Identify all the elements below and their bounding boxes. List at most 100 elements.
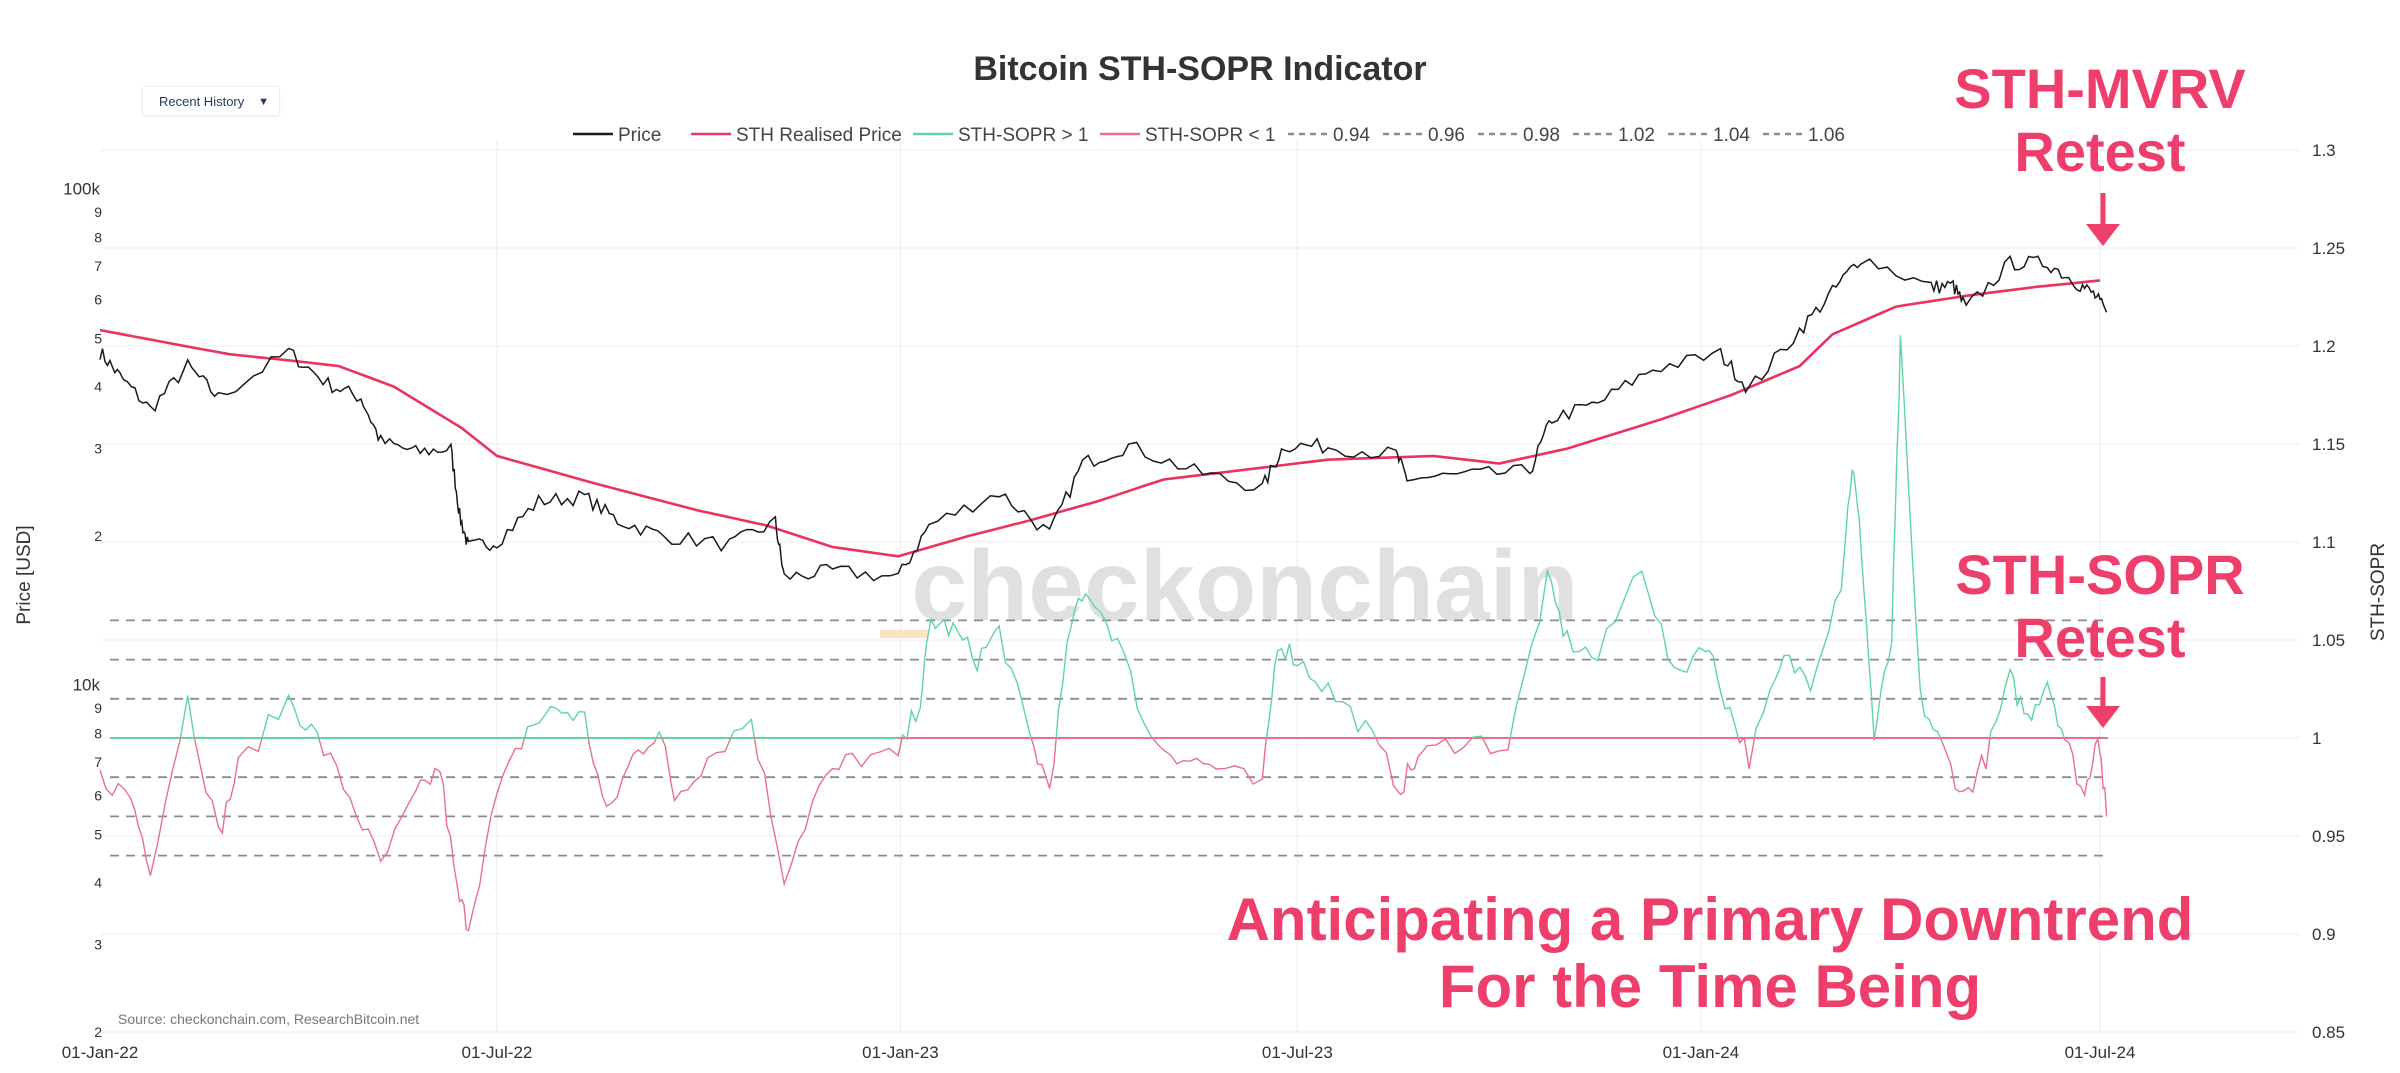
y-left-tick-label: 6 — [94, 787, 102, 803]
sth-sopr-below-1-line — [587, 737, 658, 808]
legend-label: 0.98 — [1523, 125, 1560, 146]
y-right-tick-label: 0.95 — [2312, 827, 2345, 846]
x-tick-label: 01-Jan-22 — [62, 1043, 139, 1062]
legend-label: STH-SOPR < 1 — [1145, 125, 1275, 146]
sth-sopr-below-1-line — [905, 737, 908, 741]
annotation-bottom-line1: Anticipating a Primary Downtrend — [1226, 886, 2194, 953]
sth-sopr-above-1-line — [261, 693, 320, 739]
history-select[interactable]: Recent History ▼ — [142, 86, 280, 116]
y-left-tick-label: 9 — [94, 700, 102, 716]
sth-sopr-below-1-line — [1939, 737, 1991, 794]
legend-label: 1.02 — [1618, 125, 1655, 146]
y-left-tick-label: 2 — [94, 1024, 102, 1040]
sth-sopr-below-1-line — [1873, 737, 1876, 741]
y-left-tick-label: 4 — [94, 379, 102, 395]
history-select-label: Recent History — [159, 94, 245, 109]
chart-title: Bitcoin STH-SOPR Indicator — [973, 50, 1426, 88]
source-text: Source: checkonchain.com, ResearchBitcoi… — [118, 1011, 419, 1027]
annotation-mvrv-line1: STH-MVRV — [1954, 57, 2246, 120]
sth-sopr-above-1-line — [730, 717, 756, 739]
sth-sopr-above-1-line — [1471, 735, 1484, 739]
annotation-mvrv-line2: Retest — [2014, 119, 2186, 183]
annotation-sopr-line2: Retest — [2014, 605, 2186, 669]
sth-sopr-above-1-line — [1055, 592, 1154, 739]
watermark: checkonchain — [912, 530, 1579, 642]
sth-sopr-below-1-line — [99, 737, 182, 876]
y-left-tick-label: 9 — [94, 204, 102, 220]
sopr-arrow — [2086, 677, 2120, 728]
annotation-sth-mvrv: STH-MVRV Retest — [1930, 57, 2270, 183]
sth-sopr-below-1-line — [1737, 736, 1756, 770]
sth-sopr-above-1-line — [523, 705, 590, 739]
legend: Price STH Realised Price STH-SOPR > 1 STH-S… — [573, 125, 1845, 146]
sth-sopr-below-1-line — [318, 737, 526, 932]
annotation-bottom-line2: For the Time Being — [1438, 953, 1982, 1021]
y-axis-left-label: Price [USD] — [14, 525, 35, 624]
legend-label: 0.96 — [1428, 125, 1465, 146]
sth-realised-price-line — [99, 279, 2101, 558]
y-right-tick-label: 1.3 — [2312, 141, 2336, 160]
sth-sopr-above-1-line — [179, 695, 196, 739]
y-right-tick-label: 0.9 — [2312, 925, 2336, 944]
sth-sopr-below-1-line — [1375, 737, 1473, 796]
price-line — [99, 254, 2108, 582]
y-right-tick-label: 1.25 — [2312, 239, 2345, 258]
x-tick-label: 01-Jul-22 — [461, 1043, 532, 1062]
series-layer — [99, 254, 2108, 932]
y-left-tick-label: 6 — [94, 291, 102, 307]
y-left-tick-label: 2 — [94, 528, 102, 544]
reference-lines — [110, 619, 2108, 857]
sth-sopr-above-1-line — [901, 733, 907, 739]
x-tick-label: 01-Jan-24 — [1663, 1043, 1740, 1062]
sth-sopr-below-1-line — [1030, 737, 1057, 789]
sth-sopr-above-1-line — [1509, 568, 1739, 739]
annotation-sth-sopr: STH-SOPR Retest — [1930, 543, 2270, 669]
sth-sopr-above-1-line — [655, 730, 663, 739]
annotation-primary-downtrend: Anticipating a Primary Downtrend For the… — [1180, 886, 2240, 1020]
sth-sopr-above-1-line — [906, 617, 1032, 739]
legend-label: STH-SOPR > 1 — [958, 125, 1088, 146]
y-left-tick-label: 8 — [94, 229, 102, 245]
sth-sopr-above-1-line — [1989, 667, 2065, 739]
legend-label: STH Realised Price — [736, 125, 902, 146]
legend-label: Price — [618, 125, 661, 146]
y-left-tick-label: 3 — [94, 937, 102, 953]
y-right-tick-label: 0.85 — [2312, 1023, 2345, 1042]
x-tick-label: 01-Jul-24 — [2065, 1043, 2136, 1062]
y-left-tick-label: 5 — [94, 827, 102, 843]
x-tick-label: 01-Jul-23 — [1262, 1043, 1333, 1062]
legend-label: 1.06 — [1808, 125, 1845, 146]
sth-sopr-above-1-line — [1265, 643, 1377, 739]
y-left-tick-label: 3 — [94, 441, 102, 457]
x-tick-label: 01-Jan-23 — [862, 1043, 939, 1062]
sth-sopr-below-1-line — [193, 737, 263, 835]
sth-sopr-above-1-line — [1753, 469, 1875, 739]
mvrv-arrow — [2086, 193, 2120, 246]
chevron-down-icon: ▼ — [258, 96, 269, 108]
y-left-tick-label: 100k — [63, 179, 100, 198]
legend-label: 0.94 — [1333, 125, 1370, 146]
sth-sopr-above-1-line — [1873, 335, 1942, 739]
y-left-tick-label: 10k — [73, 675, 101, 694]
annotation-sopr-line1: STH-SOPR — [1955, 543, 2245, 606]
legend-label: 1.04 — [1713, 125, 1750, 146]
sth-sopr-below-1-line — [753, 737, 903, 887]
y-left-tick-label: 7 — [94, 258, 102, 274]
y-right-tick-label: 1 — [2312, 729, 2321, 748]
y-left-tick-label: 8 — [94, 725, 102, 741]
watermark-logo — [880, 630, 928, 638]
y-left-tick-label: 4 — [94, 875, 102, 891]
y-right-tick-label: 1.2 — [2312, 337, 2336, 356]
y-left-tick-label: 5 — [94, 331, 102, 347]
y-right-tick-label: 1.05 — [2312, 631, 2345, 650]
y-right-tick-label: 1.1 — [2312, 533, 2336, 552]
sth-sopr-below-1-line — [1481, 737, 1511, 755]
y-right-tick-label: 1.15 — [2312, 435, 2345, 454]
sth-sopr-below-1-line — [2063, 736, 2108, 817]
axes: 01-Jan-22 01-Jul-22 01-Jan-23 01-Jul-23 01-J… — [62, 141, 2345, 1062]
y-axis-right-label: STH-SOPR — [2368, 543, 2389, 641]
sth-sopr-below-1-line — [1151, 737, 1268, 785]
sth-sopr-below-1-line — [661, 737, 732, 803]
y-left-tick-label: 7 — [94, 754, 102, 770]
